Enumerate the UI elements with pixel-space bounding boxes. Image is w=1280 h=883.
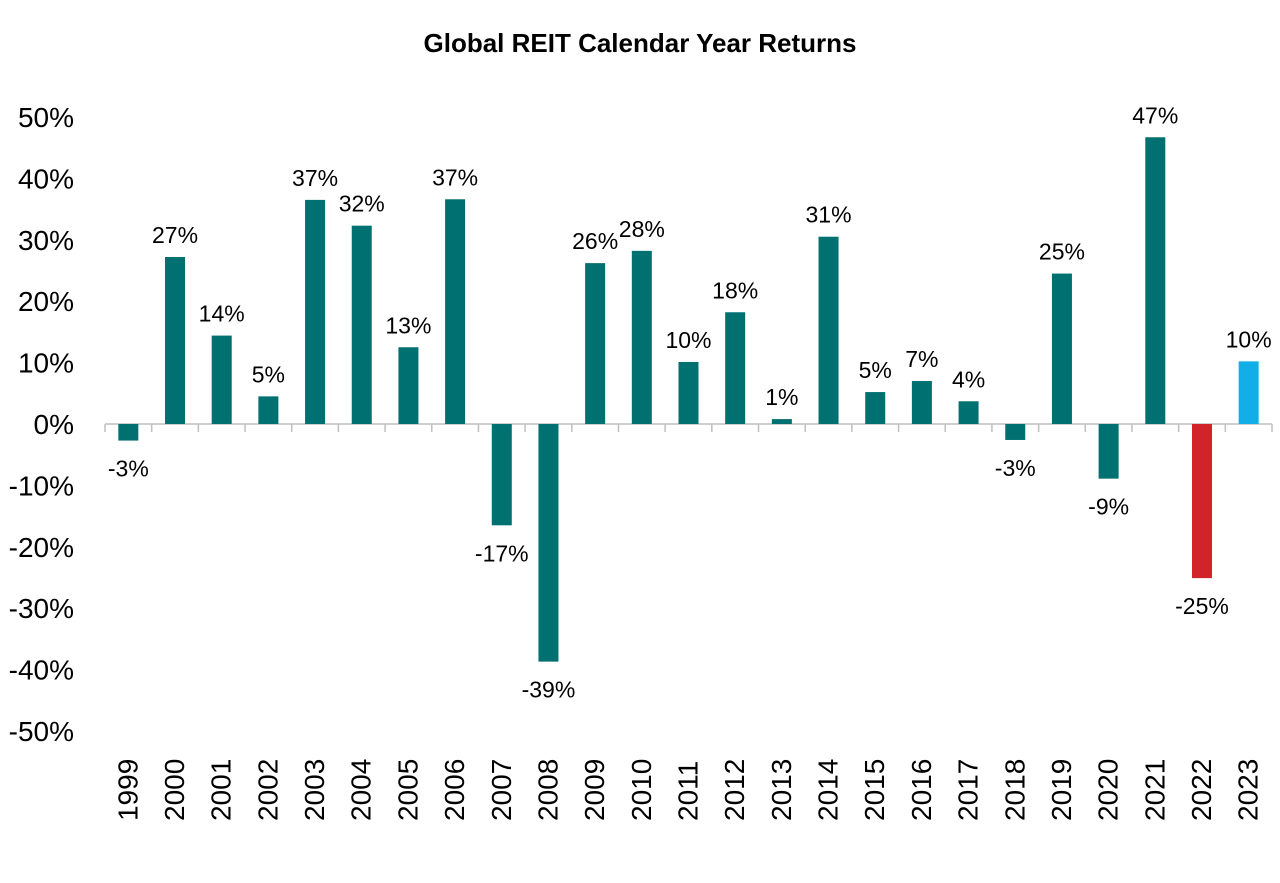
data-label-2023: 10%	[1226, 326, 1272, 352]
bar-2008	[538, 424, 559, 662]
x-tick-label-2016: 2016	[906, 759, 937, 821]
x-axis-tick-labels: 1999 2000 2001 2002 2003 2004 2005 2006 2007 2008…	[112, 759, 1263, 821]
y-tick-label: -50%	[9, 716, 74, 747]
data-label-2022: -25%	[1175, 593, 1229, 619]
x-tick-label-2005: 2005	[392, 759, 423, 821]
y-tick-label: 10%	[18, 348, 74, 379]
data-label-2009: 26%	[572, 228, 618, 254]
data-label-2020: -9%	[1088, 494, 1129, 520]
bar-2001	[211, 335, 232, 424]
y-axis-tick-labels: -50% -40% -30% -20% -10% 0% 10% 20% 30% 40% 50%	[9, 102, 74, 747]
x-tick-label-2015: 2015	[859, 759, 890, 821]
bar-2005	[398, 347, 419, 424]
x-tick-label-2017: 2017	[953, 759, 984, 821]
bar-2016	[911, 381, 932, 424]
data-label-2011: 10%	[665, 327, 711, 353]
x-tick-label-2021: 2021	[1139, 759, 1170, 821]
y-tick-label: 40%	[18, 163, 74, 194]
x-tick-label-2006: 2006	[439, 759, 470, 821]
y-tick-label: -20%	[9, 532, 74, 563]
data-label-2007: -17%	[475, 540, 529, 566]
bar-2018	[1005, 424, 1026, 440]
data-label-2001: 14%	[199, 301, 245, 327]
x-tick-label-2023: 2023	[1233, 759, 1264, 821]
data-labels: -3%27%14%5%37%32%13%37%-17%-39%26% 28%10%…	[108, 102, 1272, 702]
x-tick-label-2018: 2018	[999, 759, 1030, 821]
bar-1999	[118, 424, 139, 441]
data-label-2004: 32%	[339, 191, 385, 217]
data-label-2015: 5%	[859, 357, 892, 383]
y-tick-label: 50%	[18, 102, 74, 133]
data-label-2010: 28%	[619, 216, 665, 242]
data-label-2021: 47%	[1132, 102, 1178, 128]
x-tick-label-2011: 2011	[673, 761, 704, 821]
y-tick-label: 0%	[34, 409, 74, 440]
data-label-2012: 18%	[712, 277, 758, 303]
y-tick-label: 20%	[18, 286, 74, 317]
data-label-2013: 1%	[765, 384, 798, 410]
bar-2015	[865, 392, 886, 424]
x-tick-label-2022: 2022	[1186, 759, 1217, 821]
x-tick-label-2000: 2000	[159, 759, 190, 821]
x-tick-label-2014: 2014	[813, 759, 844, 821]
y-tick-label: 30%	[18, 225, 74, 256]
data-label-2014: 31%	[806, 202, 852, 228]
bar-2012	[725, 312, 746, 424]
bar-2020	[1098, 424, 1119, 479]
x-tick-label-1999: 1999	[112, 759, 143, 821]
data-label-2016: 7%	[905, 346, 938, 372]
y-tick-label: -10%	[9, 470, 74, 501]
bar-2009	[585, 263, 606, 424]
bar-2002	[258, 396, 279, 424]
x-tick-label-2008: 2008	[532, 759, 563, 821]
data-label-2005: 13%	[385, 312, 431, 338]
bar-2011	[678, 361, 699, 424]
data-label-2008: -39%	[522, 677, 576, 703]
x-tick-label-2007: 2007	[486, 759, 517, 821]
data-label-2002: 5%	[252, 361, 285, 387]
bar-2021	[1145, 137, 1166, 424]
bars	[118, 137, 1259, 662]
x-tick-label-2012: 2012	[719, 759, 750, 821]
x-tick-label-2013: 2013	[766, 759, 797, 821]
x-tick-label-2020: 2020	[1093, 759, 1124, 821]
x-tick-label-2004: 2004	[346, 759, 377, 821]
bar-2017	[958, 401, 979, 424]
chart-title: Global REIT Calendar Year Returns	[423, 28, 857, 58]
bar-2006	[445, 199, 466, 424]
bar-2019	[1051, 273, 1072, 424]
bar-2003	[305, 199, 326, 424]
x-tick-label-2009: 2009	[579, 759, 610, 821]
y-tick-label: -40%	[9, 655, 74, 686]
x-tick-label-2003: 2003	[299, 759, 330, 821]
x-axis	[104, 423, 1273, 432]
data-label-2017: 4%	[952, 366, 985, 392]
data-label-2018: -3%	[995, 455, 1036, 481]
bar-2022	[1191, 424, 1212, 579]
data-label-2019: 25%	[1039, 239, 1085, 265]
bar-2010	[631, 250, 652, 424]
y-tick-label: -30%	[9, 593, 74, 624]
bar-2004	[351, 225, 372, 424]
data-label-2003: 37%	[292, 165, 338, 191]
data-label-1999: -3%	[108, 456, 149, 482]
bar-2023	[1238, 361, 1259, 424]
data-label-2000: 27%	[152, 222, 198, 248]
x-tick-label-2019: 2019	[1046, 759, 1077, 821]
bar-2000	[165, 256, 186, 424]
x-tick-label-2010: 2010	[626, 759, 657, 821]
bar-2014	[818, 236, 839, 424]
bar-2013	[771, 419, 792, 424]
x-tick-label-2002: 2002	[252, 759, 283, 821]
bar-2007	[491, 424, 512, 526]
data-label-2006: 37%	[432, 164, 478, 190]
x-tick-label-2001: 2001	[206, 759, 237, 821]
